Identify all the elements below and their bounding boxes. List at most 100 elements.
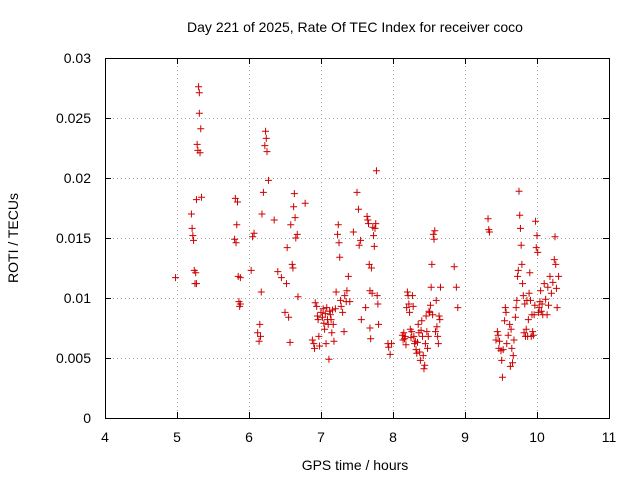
data-point (420, 365, 428, 373)
data-point (231, 194, 239, 202)
data-point (399, 336, 407, 344)
data-point (504, 331, 512, 339)
data-point (498, 356, 506, 364)
data-point (400, 329, 408, 337)
data-point (346, 298, 354, 306)
data-point (314, 316, 322, 324)
data-point (511, 313, 519, 321)
data-point (532, 244, 540, 252)
data-point (555, 272, 563, 280)
data-point (434, 340, 442, 348)
data-point (364, 216, 372, 224)
data-point (326, 307, 334, 315)
data-point (525, 289, 533, 297)
data-point (367, 335, 375, 343)
data-point (232, 239, 240, 247)
data-point (410, 332, 418, 340)
data-point (320, 319, 328, 327)
data-point (190, 236, 198, 244)
data-point (250, 229, 258, 237)
data-point (544, 283, 552, 291)
x-tick-label: 4 (101, 429, 109, 445)
data-point (192, 196, 200, 204)
data-point (547, 289, 555, 297)
data-point (332, 288, 340, 296)
data-point (313, 312, 321, 320)
data-point (372, 167, 380, 175)
data-point (498, 373, 506, 381)
data-point (339, 308, 347, 316)
x-tick-label: 8 (389, 429, 397, 445)
data-point (291, 214, 299, 222)
data-point (519, 292, 527, 300)
data-point (502, 308, 510, 316)
data-point (323, 304, 331, 312)
data-point (429, 230, 437, 238)
data-point (196, 149, 204, 157)
y-tick-label: 0.005 (56, 350, 91, 366)
data-point (405, 300, 413, 308)
data-point (372, 220, 380, 228)
data-point (545, 301, 553, 309)
data-point (501, 304, 509, 312)
data-point (540, 280, 548, 288)
data-point (421, 361, 429, 369)
data-point (334, 230, 342, 238)
data-point (388, 340, 396, 348)
data-point (520, 329, 528, 337)
data-point (317, 308, 325, 316)
data-point (290, 203, 298, 211)
data-point (493, 328, 501, 336)
data-point (416, 356, 424, 364)
data-point (285, 313, 293, 321)
data-point (519, 280, 527, 288)
data-point (509, 352, 517, 360)
data-point (527, 296, 535, 304)
data-point (365, 220, 373, 228)
data-point (259, 188, 267, 196)
data-point (281, 308, 289, 316)
data-point (508, 344, 516, 352)
data-point (270, 216, 278, 224)
data-point (534, 248, 542, 256)
plot-frame (105, 58, 610, 419)
data-point (401, 332, 409, 340)
data-point (334, 221, 342, 229)
data-point (262, 127, 270, 135)
data-point (516, 224, 524, 232)
data-point (292, 234, 300, 242)
data-point (426, 301, 434, 309)
data-point (282, 280, 290, 288)
data-point (402, 341, 410, 349)
data-point (249, 233, 257, 241)
data-point (236, 274, 244, 282)
data-points (172, 83, 563, 381)
data-point (357, 316, 365, 324)
data-point (424, 332, 432, 340)
data-point (321, 325, 329, 333)
data-point (293, 230, 301, 238)
data-point (311, 299, 319, 307)
data-point (535, 304, 543, 312)
data-point (367, 264, 375, 272)
data-point (341, 292, 349, 300)
data-point (336, 253, 344, 261)
data-point (431, 328, 439, 336)
data-point (517, 241, 525, 249)
data-point (322, 340, 330, 348)
data-point (385, 343, 393, 351)
data-point (326, 311, 334, 319)
data-point (328, 329, 336, 337)
data-point (255, 337, 263, 345)
data-point (421, 340, 429, 348)
data-point (257, 288, 265, 296)
data-point (315, 332, 323, 340)
data-point (188, 224, 196, 232)
data-point (450, 263, 458, 271)
x-tick-label: 9 (461, 429, 469, 445)
data-point (337, 302, 345, 310)
data-point (236, 300, 244, 308)
data-point (551, 233, 559, 241)
data-point (521, 300, 529, 308)
